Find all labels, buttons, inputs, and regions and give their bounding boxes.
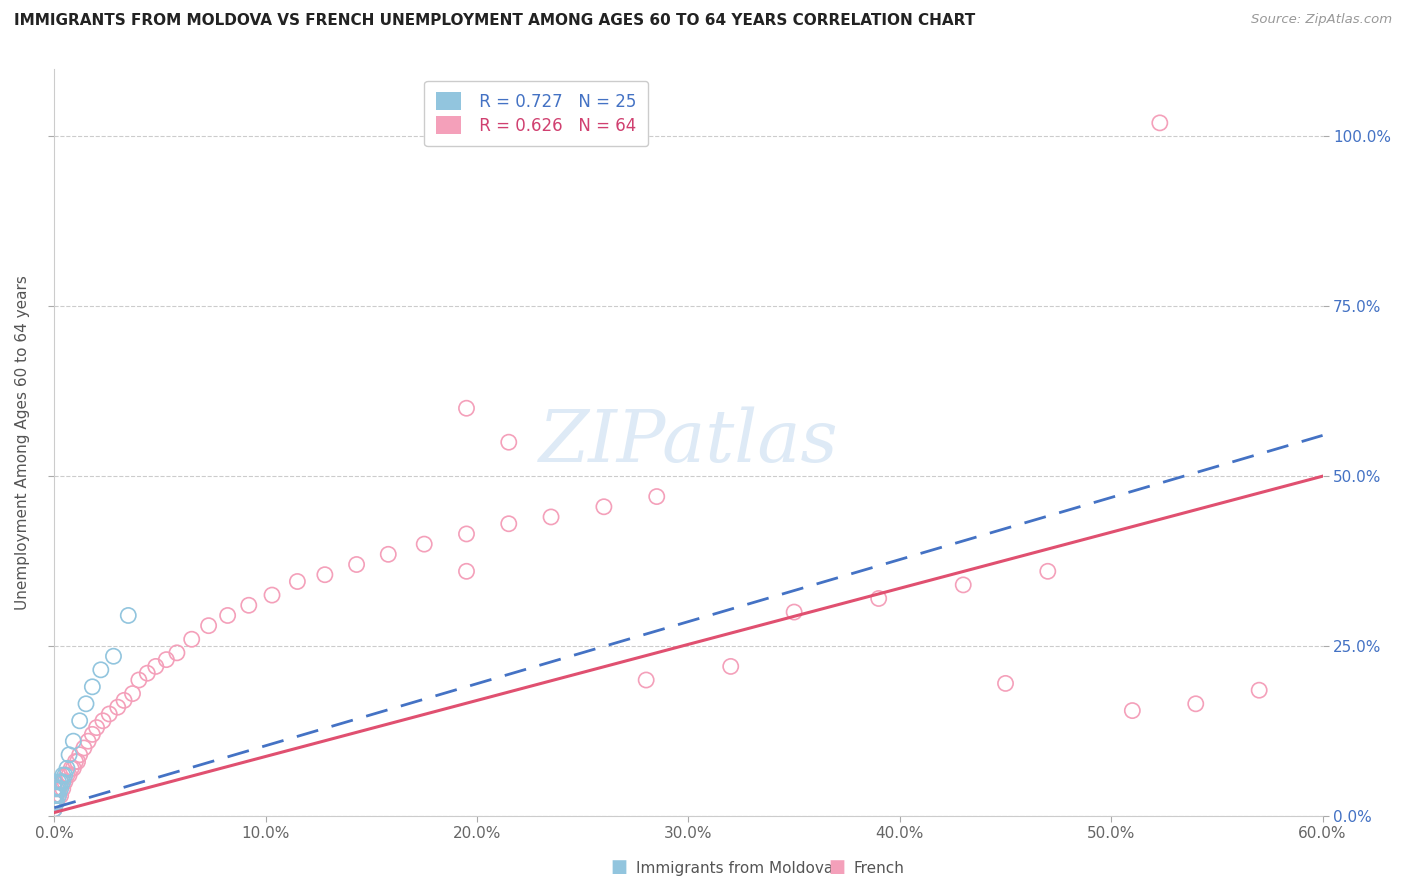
Point — [66, 755, 89, 769]
Point — [44, 789, 66, 803]
Point — [593, 500, 616, 514]
Point — [44, 781, 66, 796]
Point — [52, 768, 75, 782]
Point — [44, 789, 66, 803]
Point — [73, 741, 96, 756]
Point — [65, 755, 87, 769]
Point — [44, 781, 66, 796]
Point — [53, 775, 76, 789]
Text: ■: ■ — [828, 858, 845, 876]
Point — [52, 775, 75, 789]
Point — [1184, 697, 1206, 711]
Point — [377, 547, 399, 561]
Point — [49, 775, 72, 789]
Point — [45, 781, 67, 796]
Point — [456, 401, 478, 416]
Point — [107, 700, 129, 714]
Point — [49, 781, 72, 796]
Point — [56, 768, 79, 782]
Point — [58, 747, 80, 762]
Point — [117, 608, 139, 623]
Point — [540, 510, 562, 524]
Point — [90, 663, 112, 677]
Point — [994, 676, 1017, 690]
Point — [58, 768, 80, 782]
Point — [82, 727, 104, 741]
Point — [636, 673, 658, 687]
Point — [45, 781, 67, 796]
Point — [287, 574, 309, 589]
Point — [60, 761, 83, 775]
Y-axis label: Unemployment Among Ages 60 to 64 years: Unemployment Among Ages 60 to 64 years — [15, 275, 30, 609]
Point — [346, 558, 368, 572]
Point — [456, 527, 478, 541]
Legend:  R = 0.727   N = 25,  R = 0.626   N = 64: R = 0.727 N = 25, R = 0.626 N = 64 — [425, 80, 648, 146]
Point — [952, 578, 974, 592]
Point — [86, 721, 108, 735]
Point — [1149, 116, 1171, 130]
Point — [98, 706, 121, 721]
Point — [868, 591, 890, 606]
Point — [456, 564, 478, 578]
Point — [45, 789, 67, 803]
Point — [413, 537, 436, 551]
Point — [48, 775, 70, 789]
Point — [166, 646, 188, 660]
Point — [75, 697, 97, 711]
Point — [44, 795, 66, 809]
Point — [52, 781, 75, 796]
Point — [155, 652, 177, 666]
Point — [145, 659, 167, 673]
Point — [1036, 564, 1059, 578]
Point — [314, 567, 336, 582]
Point — [48, 781, 70, 796]
Point — [136, 666, 159, 681]
Point — [1249, 683, 1271, 698]
Point — [45, 795, 67, 809]
Point — [69, 747, 91, 762]
Text: French: French — [853, 861, 904, 876]
Point — [48, 789, 70, 803]
Point — [260, 588, 283, 602]
Point — [82, 680, 104, 694]
Point — [103, 649, 125, 664]
Point — [238, 599, 260, 613]
Point — [112, 693, 135, 707]
Point — [49, 789, 72, 803]
Text: IMMIGRANTS FROM MOLDOVA VS FRENCH UNEMPLOYMENT AMONG AGES 60 TO 64 YEARS CORRELA: IMMIGRANTS FROM MOLDOVA VS FRENCH UNEMPL… — [14, 13, 976, 29]
Point — [217, 608, 239, 623]
Point — [197, 618, 219, 632]
Text: ZIPatlas: ZIPatlas — [538, 407, 838, 477]
Point — [121, 687, 143, 701]
Point — [62, 761, 84, 775]
Point — [44, 795, 66, 809]
Text: Source: ZipAtlas.com: Source: ZipAtlas.com — [1251, 13, 1392, 27]
Point — [44, 802, 66, 816]
Point — [645, 490, 668, 504]
Point — [180, 632, 202, 647]
Point — [1121, 704, 1143, 718]
Point — [48, 789, 70, 803]
Point — [56, 761, 79, 775]
Point — [53, 768, 76, 782]
Point — [128, 673, 150, 687]
Point — [77, 734, 100, 748]
Point — [49, 775, 72, 789]
Text: ■: ■ — [610, 858, 627, 876]
Point — [498, 435, 520, 450]
Point — [91, 714, 114, 728]
Point — [44, 775, 66, 789]
Point — [69, 714, 91, 728]
Point — [44, 802, 66, 816]
Point — [498, 516, 520, 531]
Point — [45, 789, 67, 803]
Text: Immigrants from Moldova: Immigrants from Moldova — [636, 861, 832, 876]
Point — [783, 605, 806, 619]
Point — [52, 775, 75, 789]
Point — [48, 781, 70, 796]
Point — [45, 795, 67, 809]
Point — [62, 734, 84, 748]
Point — [720, 659, 742, 673]
